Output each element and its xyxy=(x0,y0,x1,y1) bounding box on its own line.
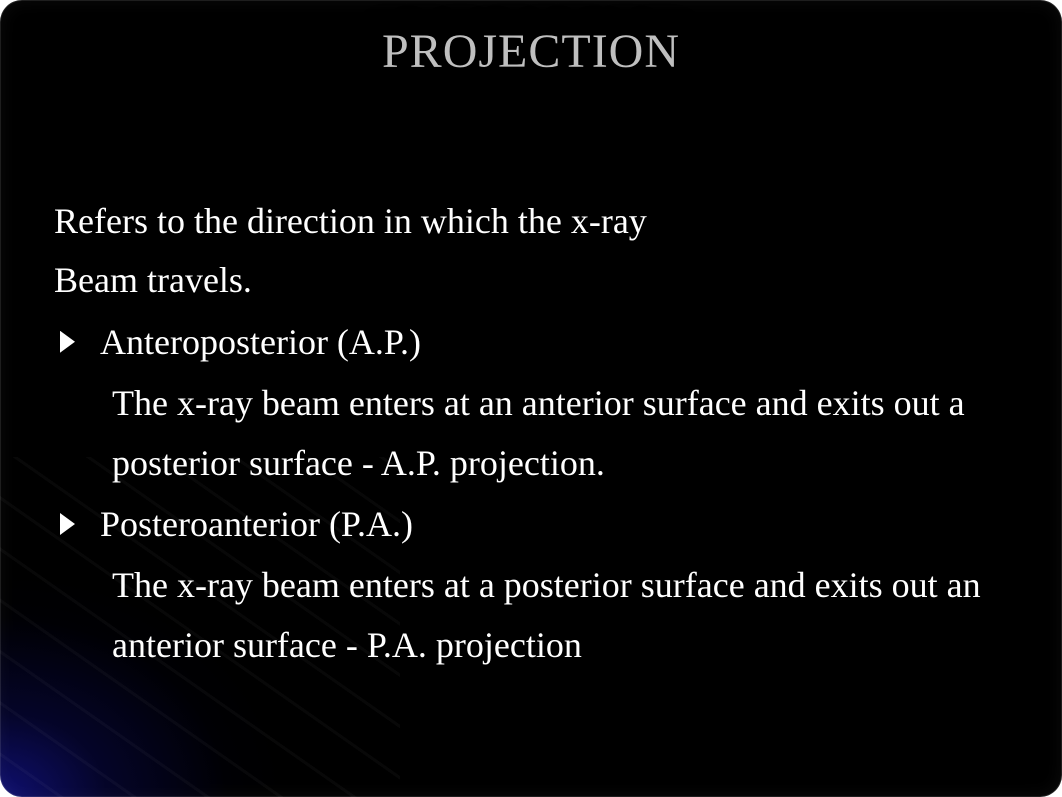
slide-body: Refers to the direction in which the x-r… xyxy=(54,192,1002,675)
slide-title: PROJECTION xyxy=(382,24,680,79)
intro-line-1: Refers to the direction in which the x-r… xyxy=(54,192,1002,251)
bullet-heading-pa: Posteroanterior (P.A.) xyxy=(54,495,1002,554)
title-wrap: PROJECTION xyxy=(0,24,1062,79)
bullet-detail-ap: The x-ray beam enters at an anterior sur… xyxy=(54,374,1002,493)
bullet-detail-pa: The x-ray beam enters at a posterior sur… xyxy=(54,556,1002,675)
intro-line-2: Beam travels. xyxy=(54,251,1002,310)
slide: PROJECTION Refers to the direction in wh… xyxy=(0,0,1062,797)
bullet-heading-ap: Anteroposterior (A.P.) xyxy=(54,313,1002,372)
